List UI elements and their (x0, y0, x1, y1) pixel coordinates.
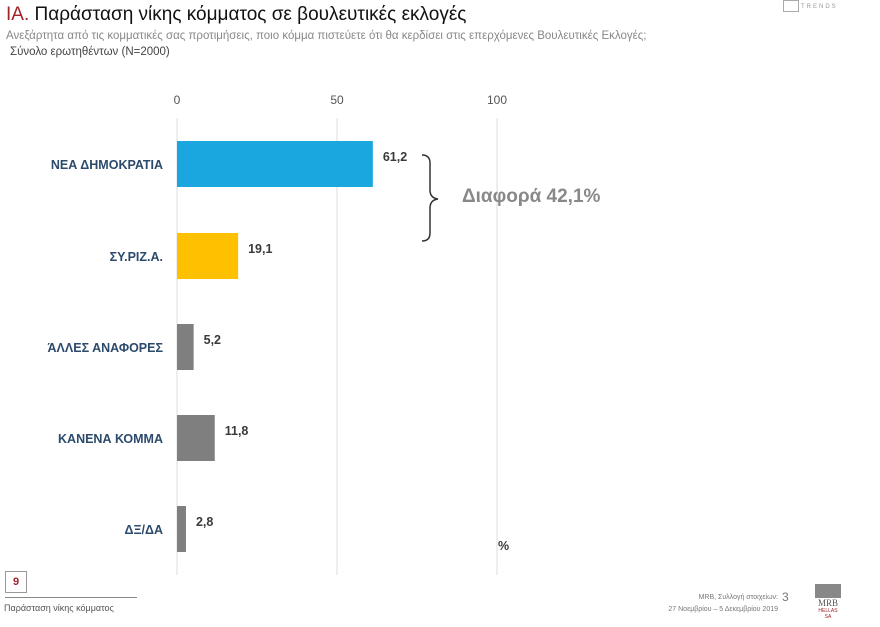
logo-icon (783, 0, 799, 12)
footer-section: Παράσταση νίκης κόμματος (4, 603, 114, 613)
x-tick-label: 0 (174, 93, 181, 107)
category-label: ΔΞ/ΔΑ (124, 523, 163, 537)
value-label: 61,2 (383, 150, 407, 164)
footer-dates: 27 Νοεμβρίου – 5 Δεκεμβρίου 2019 (668, 606, 778, 613)
bar-3 (177, 415, 215, 461)
logo-subtext: HELLAS SA (818, 608, 838, 620)
bar-2 (177, 324, 194, 370)
trends-logo: TRENDS (783, 0, 843, 14)
category-label: ΆΛΛΕΣ ΑΝΑΦΟΡΕΣ (48, 341, 164, 355)
value-label: 2,8 (196, 515, 213, 529)
brace-bracket (421, 154, 439, 242)
footer-source: MRB, Συλλογή στοιχείων: (698, 594, 778, 601)
question-text: Ανεξάρτητα από τις κομματικές σας προτιμ… (6, 30, 647, 42)
x-tick-label: 100 (487, 93, 507, 107)
sample-base: Σύνολο ερωτηθέντων (N=2000) (10, 46, 170, 58)
logo-text: MRB (817, 598, 838, 608)
bar-4 (177, 506, 186, 552)
footer-page-number: 3 (782, 590, 789, 604)
unit-label: % (498, 539, 509, 553)
logo-text: TRENDS (801, 4, 838, 10)
difference-annotation: Διαφορά 42,1% (462, 186, 601, 207)
bar-0 (177, 141, 373, 187)
value-label: 11,8 (225, 424, 249, 438)
value-label: 19,1 (248, 242, 272, 256)
title-prefix: ΙΑ. (6, 4, 30, 25)
logo-block (815, 584, 841, 598)
category-label: ΣΥ.ΡΙΖ.Α. (110, 250, 163, 264)
value-label: 5,2 (204, 333, 221, 347)
footer-divider (5, 597, 137, 598)
title-text: Παράσταση νίκης κόμματος σε βουλευτικές … (34, 4, 467, 25)
category-label: ΝΕΑ ΔΗΜΟΚΡΑΤΙΑ (51, 158, 163, 172)
mrb-logo: MRB HELLAS SA (815, 584, 841, 620)
page-title: ΙΑ. Παράσταση νίκης κόμματος σε βουλευτι… (6, 4, 466, 26)
bar-1 (177, 233, 239, 279)
slide-number-box: 9 (5, 571, 27, 593)
category-label: ΚΑΝΕΝΑ ΚΟΜΜΑ (58, 432, 163, 446)
x-tick-label: 50 (330, 93, 344, 107)
